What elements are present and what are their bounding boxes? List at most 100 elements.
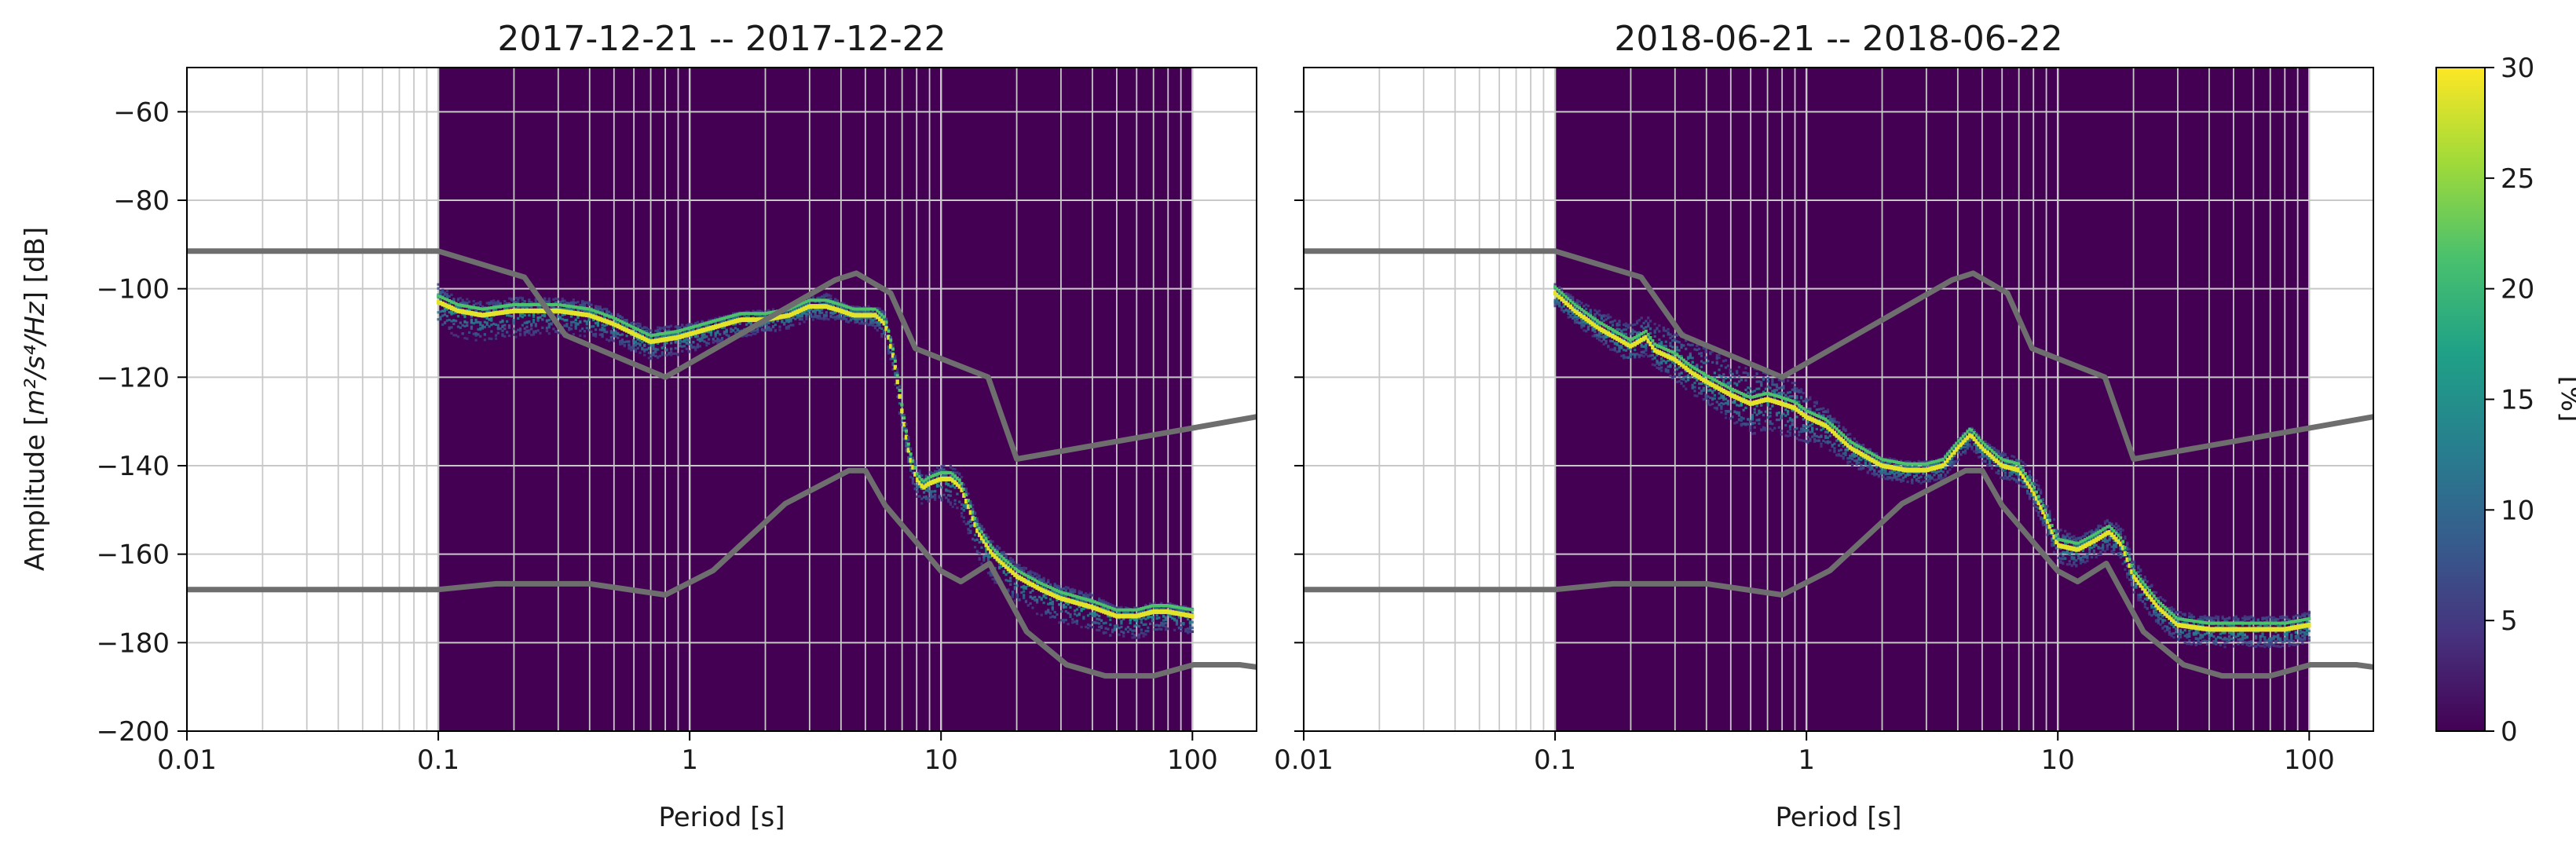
left-density-cell bbox=[845, 318, 848, 321]
right-density-cell bbox=[1626, 356, 1630, 360]
left-density-mode bbox=[556, 308, 560, 313]
right-density-core bbox=[1726, 386, 1730, 390]
right-density-cell bbox=[1653, 356, 1656, 359]
left-density-cell bbox=[492, 309, 496, 312]
left-density-core bbox=[760, 312, 764, 316]
left-density-cell bbox=[1029, 591, 1032, 594]
left-density-cell bbox=[924, 474, 928, 477]
left-density-mode bbox=[525, 308, 529, 313]
left-density-cell bbox=[506, 313, 509, 316]
right-density-mode bbox=[1713, 383, 1717, 389]
left-density-cell bbox=[827, 298, 830, 301]
left-density-cell bbox=[569, 327, 573, 331]
right-density-cell bbox=[1751, 432, 1755, 435]
left-density-cell bbox=[997, 547, 1001, 550]
right-density-cell bbox=[1689, 375, 1692, 379]
left-density-cell bbox=[938, 469, 941, 472]
left-density-cell bbox=[714, 322, 717, 325]
left-density-cell bbox=[1131, 632, 1134, 635]
right-density-core bbox=[1571, 301, 1575, 305]
left-density-cell bbox=[517, 298, 520, 302]
left-density-core bbox=[862, 307, 866, 311]
right-density-cell bbox=[1583, 305, 1586, 308]
left-density-cell bbox=[736, 314, 739, 318]
left-density-cell bbox=[1118, 612, 1121, 615]
left-density-core bbox=[1000, 554, 1004, 558]
left-density-cell bbox=[1080, 599, 1083, 602]
left-density-cell bbox=[997, 565, 1001, 569]
left-density-cell bbox=[887, 349, 890, 353]
left-density-core bbox=[916, 472, 920, 476]
left-density-cell bbox=[698, 326, 701, 329]
right-density-cell bbox=[1709, 388, 1712, 392]
left-density-core bbox=[955, 476, 959, 480]
left-density-cell bbox=[547, 322, 551, 326]
left-density-cell bbox=[496, 303, 499, 307]
left-density-core bbox=[576, 305, 580, 309]
left-density-cell bbox=[477, 333, 480, 336]
right-density-mode bbox=[1770, 398, 1775, 404]
left-density-cell bbox=[1160, 624, 1163, 627]
left-density-core bbox=[973, 517, 977, 521]
right-density-cell bbox=[1594, 330, 1597, 334]
left-density-cell bbox=[501, 334, 504, 338]
left-density-cell bbox=[1100, 626, 1103, 630]
left-density-cell bbox=[474, 332, 478, 335]
left-density-cell bbox=[918, 470, 921, 474]
left-density-cell bbox=[834, 298, 837, 302]
right-density-mode bbox=[1606, 331, 1611, 336]
left-density-cell bbox=[985, 547, 988, 551]
left-density-cell bbox=[660, 351, 664, 354]
right-density-cell bbox=[1567, 313, 1570, 316]
left-density-core bbox=[825, 298, 829, 302]
left-density-cell bbox=[632, 343, 635, 347]
left-density-cell bbox=[1133, 635, 1136, 639]
left-density-mode bbox=[1151, 609, 1154, 615]
right-density-cell bbox=[1724, 401, 1728, 404]
left-density-mode bbox=[651, 338, 656, 344]
right-density-cell bbox=[1729, 417, 1732, 420]
left-density-cell bbox=[771, 308, 775, 311]
right-density-cell bbox=[1729, 381, 1732, 384]
right-density-cell bbox=[1618, 346, 1621, 350]
left-density-mode bbox=[747, 317, 751, 323]
right-density-cell bbox=[1660, 366, 1663, 369]
left-density-mode bbox=[849, 312, 853, 317]
left-density-cell bbox=[962, 516, 966, 519]
left-y-tick-label: −140 bbox=[97, 451, 170, 482]
left-density-mode bbox=[977, 532, 982, 537]
left-density-cell bbox=[909, 448, 913, 451]
left-density-cell bbox=[1091, 602, 1094, 605]
left-density-cell bbox=[452, 298, 456, 301]
left-density-cell bbox=[978, 525, 981, 529]
left-density-cell bbox=[1144, 629, 1147, 633]
left-density-mode bbox=[634, 332, 638, 338]
left-density-cell bbox=[565, 324, 569, 327]
left-density-cell bbox=[1048, 616, 1052, 619]
left-density-core bbox=[827, 299, 831, 303]
left-density-cell bbox=[685, 341, 688, 344]
left-density-cell bbox=[896, 371, 899, 374]
left-density-cell bbox=[942, 493, 946, 496]
left-density-cell bbox=[657, 348, 660, 351]
left-density-core bbox=[847, 305, 851, 309]
left-density-cell bbox=[649, 357, 653, 360]
right-density-cell bbox=[1583, 313, 1586, 316]
left-density-mode bbox=[906, 448, 910, 453]
left-density-core bbox=[913, 466, 917, 470]
left-density-core bbox=[639, 328, 642, 332]
right-density-cell bbox=[1580, 320, 1583, 324]
left-density-core bbox=[866, 307, 870, 311]
right-density-cell bbox=[1749, 426, 1752, 430]
right-density-core bbox=[1770, 393, 1774, 397]
left-density-cell bbox=[945, 489, 948, 492]
right-density-mode bbox=[1740, 397, 1744, 402]
left-density-mode bbox=[607, 320, 611, 325]
left-density-cell bbox=[439, 316, 442, 319]
left-x-tick-label: 0.01 bbox=[157, 744, 217, 776]
right-density-mode bbox=[1759, 398, 1763, 404]
left-density-mode bbox=[997, 558, 1001, 563]
left-density-cell bbox=[719, 333, 722, 336]
left-density-cell bbox=[612, 339, 615, 342]
right-density-cell bbox=[1597, 335, 1601, 338]
